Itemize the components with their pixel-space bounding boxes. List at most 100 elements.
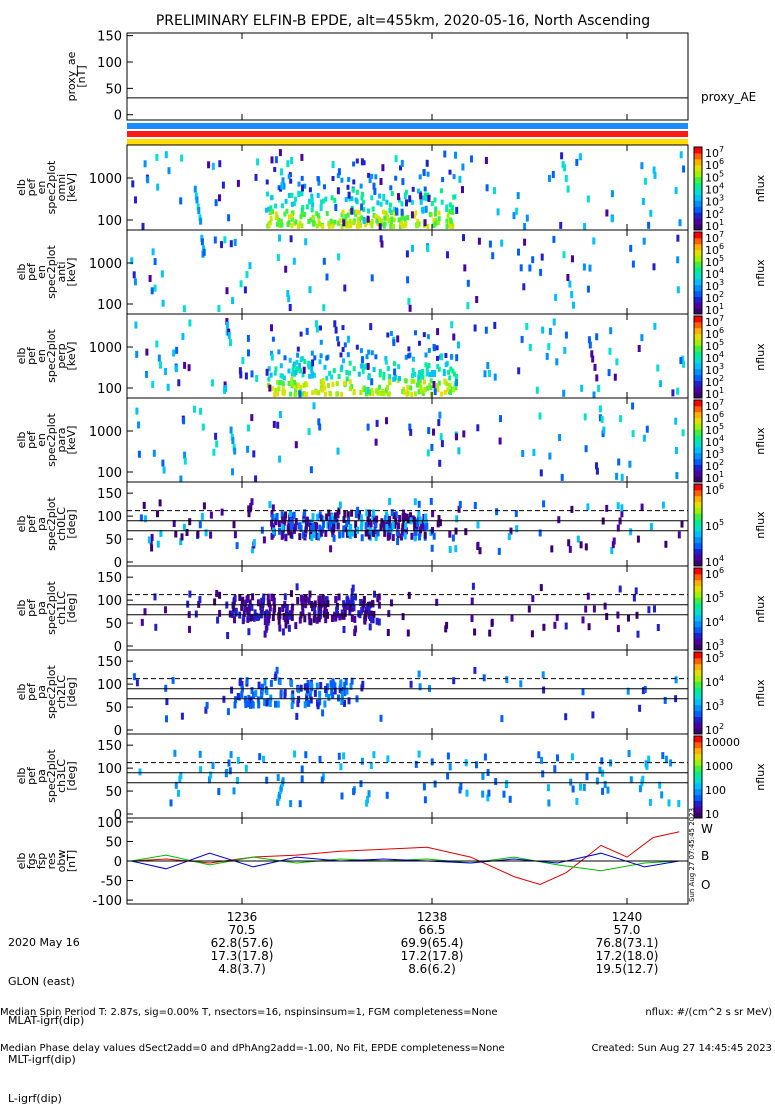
spectrogram-pixel <box>252 450 256 458</box>
spectrogram-pixel <box>315 325 319 333</box>
spectrogram-pixel <box>288 357 292 363</box>
pitch-pixel <box>527 605 531 613</box>
spectrogram-pixel <box>243 286 247 294</box>
spectrogram-colorbar-segment <box>694 218 702 225</box>
spectrogram-pixel <box>368 178 372 184</box>
spectrogram-pixel <box>274 211 278 217</box>
spectrogram-pixel <box>355 199 359 205</box>
spectrogram-pixel <box>484 157 488 164</box>
spectrogram-pixel <box>389 331 393 336</box>
pitch-pixel <box>143 608 147 616</box>
exponent: 7 <box>719 230 724 239</box>
spectrogram-pixel <box>441 177 445 183</box>
spectrogram-pixel <box>246 334 250 342</box>
spectrogram-pixel <box>352 389 356 394</box>
spectrogram-pixel <box>382 194 386 201</box>
spectrogram-pixel <box>145 370 148 378</box>
footer-value: 17.3(17.8) <box>211 949 274 963</box>
spectrogram-pixel <box>341 325 345 331</box>
spectrogram-pixel <box>166 383 170 391</box>
fgm-y-tick-label: 0 <box>114 855 122 870</box>
spectrogram-pixel <box>270 350 274 356</box>
spectrogram-pixel <box>331 381 335 387</box>
pitch-pixel <box>366 514 370 522</box>
exponent: 1 <box>719 386 724 395</box>
pitch-y-tick-label: 150 <box>97 739 122 754</box>
pitch-pixel <box>365 603 369 611</box>
pitch-pixel <box>393 521 397 529</box>
pitch-pixel <box>470 615 474 623</box>
spectrogram-pixel <box>410 211 414 219</box>
spectrogram-pixel <box>588 264 592 272</box>
spectrogram-pixel <box>539 469 543 477</box>
spectrogram-pixel <box>448 169 452 175</box>
footer-right: nflux: #/(cm^2 s sr MeV) Created: Sun Au… <box>590 983 772 1067</box>
spectrogram-pixel <box>268 220 272 226</box>
spectrogram-pixel <box>424 195 428 201</box>
pitch-pixel <box>350 588 354 596</box>
exponent: 4 <box>719 266 724 275</box>
exponent: 5 <box>719 650 724 659</box>
pitch-pixel <box>164 606 167 614</box>
spectrogram-pixel <box>179 475 183 483</box>
spectrogram-pixel <box>294 219 298 225</box>
pitch-colorbar-segment <box>694 736 702 743</box>
created-note: Created: Sun Aug 27 14:45:45 2023 <box>591 1043 772 1054</box>
pitch-pixel <box>199 766 203 774</box>
pitch-pixel <box>263 630 267 638</box>
spectrogram-pixel <box>269 372 273 378</box>
pitch-pixel <box>174 530 178 538</box>
pitch-pixel <box>423 531 427 539</box>
pitch-colorbar-segment <box>694 530 702 538</box>
colorbar-tick-label: 106 <box>705 482 724 497</box>
pitch-pixel <box>336 511 340 519</box>
pitch-pixel <box>396 538 400 546</box>
spectrogram-pixel <box>272 420 276 428</box>
spectrogram-pixel <box>559 221 563 229</box>
pitch-pixel <box>669 759 673 767</box>
spectrogram-pixel <box>187 364 191 372</box>
footer-value: 19.5(12.7) <box>596 962 659 976</box>
spectrogram-pixel <box>331 176 335 181</box>
pitch-pixel <box>348 604 352 612</box>
pitch-pixel <box>200 512 204 520</box>
spectrogram-pixel <box>277 218 281 223</box>
spectrogram-pixel <box>290 157 294 165</box>
pitch-colorbar-segment <box>694 753 702 760</box>
pitch-pixel <box>218 591 222 599</box>
pitch-pixel <box>343 510 347 518</box>
spectrogram-pixel <box>284 265 288 273</box>
pitch-colorbar-segment <box>694 614 702 622</box>
spectrogram-pixel <box>330 374 334 380</box>
pitch-pixel <box>470 597 474 605</box>
spectrogram-pixel <box>367 349 371 355</box>
pitch-pixel <box>507 533 511 541</box>
spectrogram-pixel <box>371 206 375 212</box>
spectrogram-pixel <box>337 341 341 347</box>
pitch-pixel <box>417 510 421 518</box>
pitch-colorbar-segment <box>694 554 702 561</box>
spectrogram-pixel <box>151 381 155 389</box>
spectrogram-pixel <box>316 212 320 218</box>
spectrogram-pixel <box>419 192 423 200</box>
spectrogram-pixel <box>361 199 365 205</box>
pitch-pixel <box>359 514 363 522</box>
spectrogram-pixel <box>411 356 415 362</box>
spectrogram-pixel <box>277 349 281 355</box>
pitch-pixel <box>165 698 169 706</box>
pitch-pixel <box>677 531 681 539</box>
spectrogram-pixel <box>291 367 295 373</box>
spectrogram-pixel <box>323 184 326 190</box>
spectrogram-pixel <box>659 380 662 388</box>
spectrogram-pixel <box>299 214 303 220</box>
spectrogram-y-label: [keV] <box>65 426 78 455</box>
pitch-panel <box>138 749 681 808</box>
spectrogram-pixel <box>454 151 457 159</box>
pitch-pixel <box>188 625 191 633</box>
pitch-pixel <box>265 623 269 631</box>
pitch-y-label: pef <box>25 514 38 533</box>
pitch-pixel <box>402 509 406 517</box>
pitch-pixel <box>653 605 656 613</box>
pitch-pixel <box>286 524 290 532</box>
spectrogram-pixel <box>364 391 368 397</box>
